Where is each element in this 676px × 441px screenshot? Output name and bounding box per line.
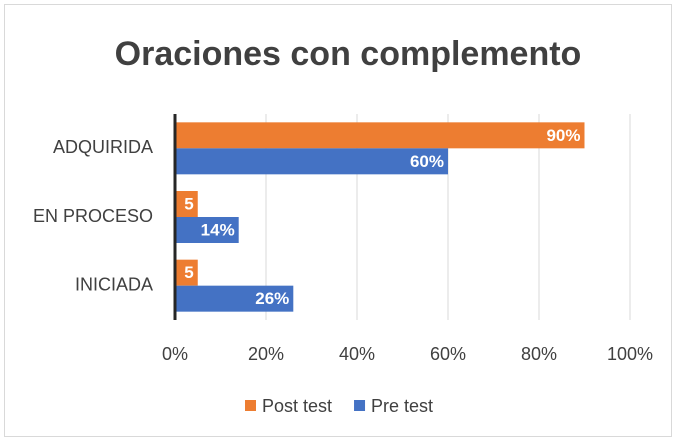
bar [175,191,198,217]
chart-frame [4,4,672,437]
data-label: 60% [410,152,444,171]
legend-swatch [354,400,366,411]
bar [175,285,294,312]
y-tick-label: ADQUIRIDA [53,137,153,157]
bar [175,148,448,175]
y-tick-label: INICIADA [75,274,153,294]
legend-label: Pre test [371,396,433,416]
bar [175,217,239,243]
x-tick-label: 20% [248,344,284,364]
x-tick-label: 60% [430,344,466,364]
bar [175,259,198,286]
legend-label: Post test [262,396,332,416]
data-label: 5 [184,194,193,213]
chart-title: Oraciones con complemento [115,35,582,73]
data-label: 26% [255,289,289,308]
x-tick-label: 40% [339,344,375,364]
x-tick-label: 80% [521,344,557,364]
legend-swatch [245,400,256,411]
x-tick-label: 0% [162,344,188,364]
data-label: 90% [546,126,580,145]
data-label: 5 [184,263,193,282]
bar [175,122,585,149]
y-tick-label: EN PROCESO [33,206,153,226]
x-tick-label: 100% [607,344,653,364]
data-label: 14% [201,220,235,239]
